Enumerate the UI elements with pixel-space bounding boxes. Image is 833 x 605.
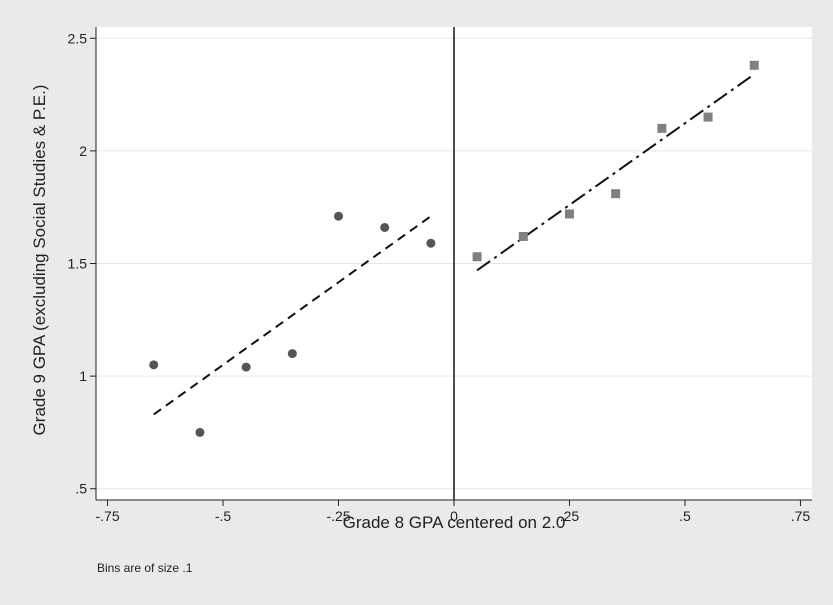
data-point <box>241 362 251 372</box>
x-tick-label: -.25 <box>326 508 350 524</box>
data-point <box>426 238 436 248</box>
data-point <box>472 252 482 262</box>
x-axis-title: Grade 8 GPA centered on 2.0 <box>343 513 566 532</box>
y-tick-label: 2 <box>79 143 87 159</box>
y-tick-label: 1 <box>79 368 87 384</box>
x-tick-label: 0 <box>450 508 458 524</box>
x-tick-label: .75 <box>791 508 811 524</box>
data-point <box>564 209 574 219</box>
fit-line <box>476 73 755 272</box>
x-tick-label: -.5 <box>215 508 232 524</box>
y-tick-label: 1.5 <box>68 256 88 272</box>
data-point <box>703 112 713 122</box>
y-tick-label: .5 <box>75 481 87 497</box>
x-tick-label: .5 <box>679 508 691 524</box>
data-point <box>334 211 344 221</box>
data-point <box>749 60 759 70</box>
chart-note: Bins are of size .1 <box>97 561 193 575</box>
data-point <box>611 189 621 199</box>
data-point <box>149 360 159 370</box>
x-tick-label: .25 <box>560 508 580 524</box>
points-layer <box>149 60 759 437</box>
lines-layer <box>153 27 755 500</box>
data-point <box>287 349 297 359</box>
data-point <box>380 222 390 232</box>
fit-line <box>153 215 432 416</box>
y-tick-label: 2.5 <box>68 30 88 46</box>
data-point <box>518 231 528 241</box>
y-axis-title: Grade 9 GPA (excluding Social Studies & … <box>30 85 49 436</box>
data-point <box>657 123 667 133</box>
x-tick-label: -.75 <box>95 508 119 524</box>
data-point <box>195 427 205 437</box>
